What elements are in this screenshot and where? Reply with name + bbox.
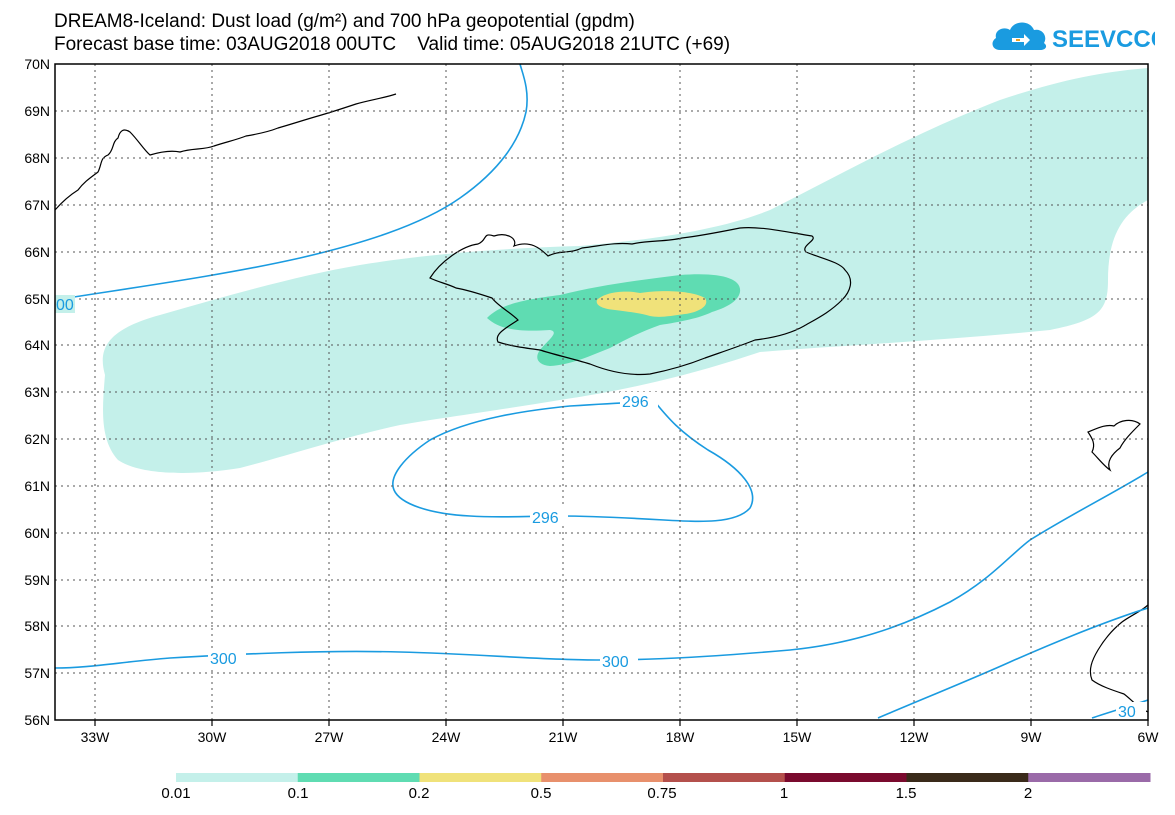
lat-label: 62N [24,431,50,447]
lon-label: 9W [1021,729,1043,745]
seevccc-logo: SEEVCCC [992,22,1155,53]
colorbar-label: 2 [1023,785,1033,802]
contour-300-north [54,63,528,301]
colorbar-swatch [419,773,542,782]
colorbar-swatch [176,773,299,782]
lat-label: 69N [24,103,50,119]
colorbar [176,773,1151,782]
scotland-coastline [1089,604,1149,713]
map-title: DREAM8-Iceland: Dust load (g/m²) and 700… [54,11,635,32]
contour-label: 296 [622,394,649,411]
colorbar-swatch [784,773,907,782]
latitude-labels: 70N 69N 68N 67N 66N 65N 64N 63N 62N 61N … [24,56,50,728]
contour-label: 30 [1118,704,1136,721]
iceland-coastline [429,227,852,376]
contour-304-southeast [877,607,1149,719]
lat-label: 70N [24,56,50,72]
coastlines [54,93,1149,713]
lat-label: 59N [24,572,50,588]
lon-label: 33W [81,729,111,745]
colorbar-swatch [297,773,420,782]
cloud-icon [992,22,1047,50]
colorbar-label: 0.01 [161,785,191,802]
contour-300-south [54,471,1149,669]
colorbar-swatch [663,773,786,782]
longitude-labels: 33W 30W 27W 24W 21W 18W 15W 12W 9W 6W [81,729,1160,745]
colorbar-swatch [541,773,664,782]
dust-region-low [102,68,1148,473]
contour-label: 300 [602,654,629,671]
contour-296-loop [392,401,754,523]
lat-label: 66N [24,244,50,260]
lat-label: 60N [24,525,50,541]
colorbar-label: 1 [779,785,789,802]
lon-label: 18W [666,729,696,745]
colorbar-label: 0.1 [287,785,309,802]
map-subtitle: Forecast base time: 03AUG2018 00UTC Vali… [54,34,731,55]
colorbar-label: 0.75 [647,785,677,802]
colorbar-swatch [906,773,1029,782]
colorbar-label: 1.5 [895,785,917,802]
lon-label: 27W [315,729,345,745]
lat-label: 56N [24,712,50,728]
lat-label: 61N [24,478,50,494]
lon-label: 15W [783,729,813,745]
lon-label: 12W [900,729,930,745]
faroe-coastline [1087,419,1141,472]
lon-label: 24W [432,729,462,745]
lat-label: 64N [24,337,50,353]
colorbar-label: 0.5 [530,785,552,802]
contour-label: 300 [210,651,237,668]
lat-label: 58N [24,618,50,634]
lat-label: 65N [24,291,50,307]
graticule [55,64,1148,720]
lat-label: 63N [24,384,50,400]
lat-label: 68N [24,150,50,166]
lon-label: 21W [549,729,579,745]
lat-label: 57N [24,665,50,681]
colorbar-swatch [1028,773,1151,782]
lon-label: 6W [1138,729,1160,745]
lat-label: 67N [24,197,50,213]
contour-label: 296 [532,510,559,527]
map-frame [54,63,1149,721]
colorbar-label: 0.2 [408,785,430,802]
greenland-coastline [54,93,397,211]
logo-text: SEEVCCC [1052,26,1155,53]
dust-region-high [596,291,707,317]
lon-label: 30W [198,729,228,745]
contour-label: 00 [56,297,74,314]
